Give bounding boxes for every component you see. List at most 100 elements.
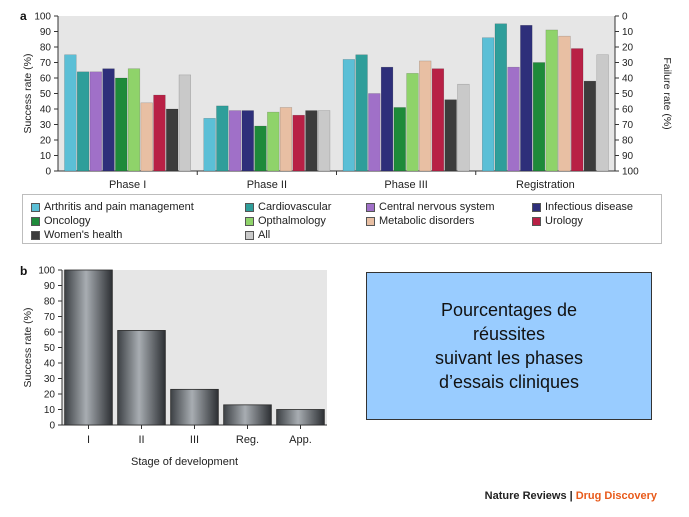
bar-a — [76, 71, 90, 172]
legend-label: Infectious disease — [545, 201, 634, 213]
legend-item: Opthalmology — [245, 215, 326, 227]
annotation-line-1: Pourcentages de — [440, 300, 578, 320]
bar-a — [494, 23, 507, 172]
bar-b — [64, 269, 113, 426]
bar-b — [276, 409, 325, 426]
y2-tick-label-a: 10 — [622, 27, 634, 38]
bar-a — [203, 118, 216, 172]
bar-a — [583, 80, 597, 172]
bar-a — [254, 125, 267, 172]
x-tick-label-b: III — [190, 434, 199, 446]
bar-a — [228, 110, 242, 172]
y-tick-label-b: 20 — [44, 390, 56, 401]
bar-a — [406, 73, 419, 172]
y-tick-label-b: 40 — [44, 359, 56, 370]
y-axis-title-b: Success rate (%) — [22, 308, 34, 388]
y2-tick-label-a: 100 — [622, 167, 639, 178]
y2-tick-label-a: 60 — [622, 105, 634, 116]
legend-item: Women's health — [31, 229, 122, 241]
bar-a — [431, 68, 445, 172]
y-tick-label-a: 0 — [45, 167, 51, 178]
bar-a — [457, 83, 470, 172]
annotation-line-4: d’essais cliniques — [438, 372, 580, 392]
bar-a — [596, 54, 609, 172]
annotation-box: Pourcentages de réussites suivant les ph… — [366, 272, 652, 420]
bar-a — [368, 93, 381, 172]
bar-a — [444, 99, 457, 172]
publisher-name: Nature Reviews — [484, 490, 567, 502]
legend-swatch — [245, 202, 254, 212]
bar-a — [64, 54, 77, 172]
y-tick-label-b: 70 — [44, 312, 56, 323]
y-tick-label-b: 100 — [38, 266, 55, 277]
bar-a — [279, 107, 293, 172]
bar-a — [393, 107, 406, 172]
panel-a-label: a — [20, 9, 27, 23]
y-tick-label-a: 40 — [40, 105, 52, 116]
bar-a — [102, 68, 115, 172]
bar-a — [292, 114, 305, 172]
legend-item: Central nervous system — [366, 201, 495, 213]
y-tick-label-b: 80 — [44, 297, 56, 308]
y-tick-label-a: 90 — [40, 27, 52, 38]
bar-a — [342, 59, 355, 172]
bar-a — [507, 66, 520, 172]
y-axis-title-a: Success rate (%) — [22, 54, 34, 134]
x-tick-label-a: Phase II — [247, 179, 287, 191]
legend-swatch — [245, 230, 254, 240]
y-tick-label-a: 70 — [40, 58, 52, 69]
y-tick-label-b: 10 — [44, 405, 56, 416]
legend-label: Urology — [545, 215, 583, 227]
legend-swatch — [245, 216, 254, 226]
bar-a — [178, 74, 191, 172]
bar-a — [482, 37, 495, 172]
bar-b — [170, 388, 219, 426]
y-tick-label-a: 100 — [34, 12, 51, 23]
journal-credit: Nature Reviews | Drug Discovery — [485, 490, 657, 502]
legend-item: Metabolic disorders — [366, 215, 474, 227]
x-tick-label-b: II — [138, 434, 144, 446]
y2-tick-label-a: 80 — [622, 136, 634, 147]
y2-tick-label-a: 70 — [622, 120, 634, 131]
legend-swatch — [366, 216, 375, 226]
y2-tick-label-a: 40 — [622, 74, 634, 85]
x-tick-label-a: Phase I — [109, 179, 146, 191]
y2-tick-label-a: 30 — [622, 58, 634, 69]
y2-tick-label-a: 0 — [622, 12, 628, 23]
bar-a — [419, 60, 432, 172]
y-tick-label-a: 30 — [40, 120, 52, 131]
y2-tick-label-a: 90 — [622, 151, 634, 162]
chart-a-legend: Arthritis and pain management Cardiovascu… — [22, 194, 662, 244]
bar-a — [127, 68, 141, 172]
y-tick-label-a: 10 — [40, 151, 52, 162]
x-tick-label-b: I — [87, 434, 90, 446]
bar-b — [117, 330, 166, 426]
bar-a — [571, 48, 584, 172]
x-tick-label-b: App. — [289, 434, 312, 446]
y2-tick-label-a: 20 — [622, 43, 634, 54]
annotation-line-3: suivant les phases — [434, 348, 584, 368]
bar-a — [89, 71, 102, 172]
bar-a — [355, 54, 368, 172]
chart-a: 0102030405060708090100100908070605040302… — [22, 12, 673, 192]
bar-a — [520, 25, 533, 172]
y2-tick-label-a: 50 — [622, 89, 634, 100]
bar-a — [241, 110, 254, 172]
y-tick-label-a: 60 — [40, 74, 52, 85]
y-tick-label-a: 20 — [40, 136, 52, 147]
bar-a — [153, 94, 166, 172]
chart-b: 0 10 20 30 40 50 60 70 80 90 100 Success rate (%) St… — [22, 266, 327, 468]
bar-a — [532, 62, 546, 172]
y-tick-label-b: 60 — [44, 328, 56, 339]
bar-b — [223, 404, 272, 426]
legend-swatch — [532, 202, 541, 212]
annotation-line-2: réussites — [472, 324, 546, 344]
x-tick-label-a: Phase III — [384, 179, 427, 191]
legend-item: Oncology — [31, 215, 90, 227]
legend-label: Cardiovascular — [258, 201, 332, 213]
panel-b-label: b — [20, 264, 28, 278]
legend-swatch — [31, 216, 40, 226]
bar-a — [318, 110, 331, 172]
y-tick-label-b: 30 — [44, 374, 56, 385]
y-tick-label-b: 0 — [49, 421, 55, 432]
